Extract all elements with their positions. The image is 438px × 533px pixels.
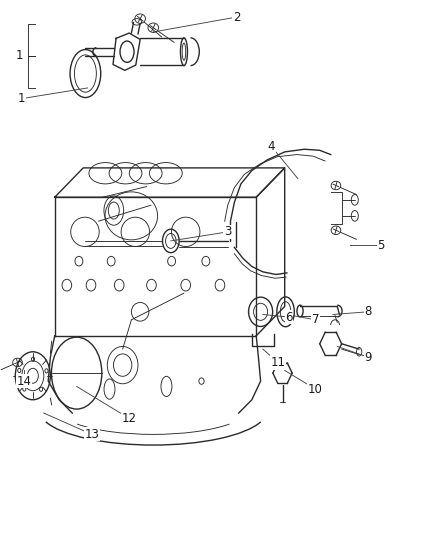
Text: 1: 1 <box>16 50 24 62</box>
Text: 8: 8 <box>364 305 371 318</box>
Text: 7: 7 <box>311 313 319 326</box>
Text: 11: 11 <box>271 356 286 369</box>
Text: 1: 1 <box>18 92 26 105</box>
Text: 10: 10 <box>308 383 323 395</box>
Text: 2: 2 <box>233 11 240 23</box>
Text: 9: 9 <box>364 351 372 364</box>
Text: 5: 5 <box>378 239 385 252</box>
Text: 6: 6 <box>285 311 293 324</box>
Text: 14: 14 <box>17 375 32 387</box>
Text: 3: 3 <box>224 225 231 238</box>
Text: 4: 4 <box>268 140 276 153</box>
Text: 13: 13 <box>85 428 99 441</box>
Text: 12: 12 <box>122 412 137 425</box>
